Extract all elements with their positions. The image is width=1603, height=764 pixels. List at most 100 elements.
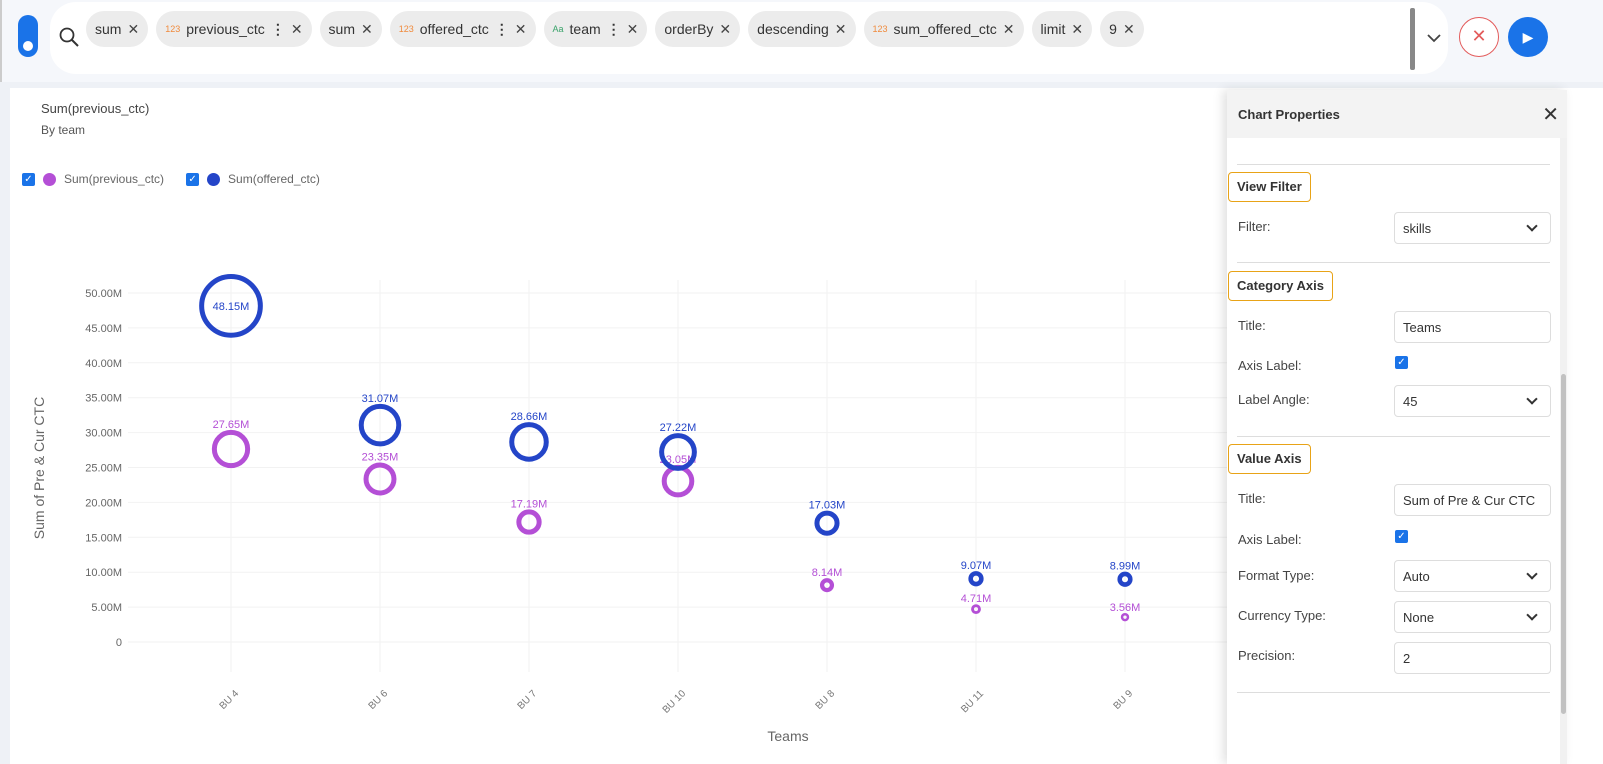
y-tick-label: 5.00M	[91, 602, 122, 614]
query-chip[interactable]: Aa team ⋮ ✕	[543, 11, 648, 47]
chevron-down-icon	[1526, 609, 1538, 621]
filter-label: Filter:	[1238, 219, 1271, 234]
value-title-input[interactable]: Sum of Pre & Cur CTC	[1394, 484, 1551, 516]
data-label: 8.99M	[1110, 561, 1141, 573]
query-chip[interactable]: limit ✕	[1031, 11, 1093, 47]
remove-chip-icon[interactable]: ✕	[361, 20, 373, 37]
data-label: 27.22M	[660, 422, 697, 434]
data-label: 48.15M	[213, 301, 250, 313]
type-icon: 123	[398, 24, 414, 34]
bubble[interactable]	[516, 509, 542, 535]
mode-toggle[interactable]	[18, 15, 38, 57]
data-label: 31.07M	[362, 393, 399, 405]
bubble[interactable]	[363, 462, 397, 496]
query-scrollbar[interactable]	[1410, 8, 1415, 70]
y-tick-label: 45.00M	[85, 323, 122, 335]
data-label: 27.65M	[213, 419, 250, 431]
currency-type-label: Currency Type:	[1238, 608, 1326, 623]
bubble[interactable]	[814, 510, 840, 536]
query-chip[interactable]: sum ✕	[319, 11, 382, 47]
x-axis-title: Teams	[767, 728, 808, 744]
chart-properties-panel: Chart Properties ✕ View Filter Filter: sk…	[1227, 90, 1567, 764]
query-input[interactable]: sum ✕ 123 previous_ctc ⋮ ✕ sum ✕ 123 offered_ctc ⋮…	[50, 2, 1448, 74]
chip-label: previous_ctc	[186, 21, 265, 37]
panel-scrollbar[interactable]	[1560, 138, 1567, 764]
legend-checkbox-offered[interactable]: ✓	[186, 172, 200, 186]
remove-chip-icon[interactable]: ✕	[834, 20, 847, 37]
data-label: 23.35M	[362, 452, 399, 464]
chart-subtitle: By team	[41, 123, 86, 137]
value-axis-label-checkbox[interactable]: ✓	[1395, 530, 1408, 543]
run-query-button[interactable]: ▶	[1508, 17, 1548, 57]
remove-chip-icon[interactable]: ✕	[514, 20, 527, 37]
y-tick-label: 15.00M	[85, 532, 122, 544]
filter-select[interactable]: skills	[1394, 212, 1551, 244]
panel-scrollbar-thumb[interactable]	[1561, 374, 1566, 714]
remove-chip-icon[interactable]: ✕	[127, 20, 140, 37]
x-tick-label: BU 10	[661, 688, 689, 716]
x-tick-label: BU 9	[1112, 688, 1136, 712]
chip-label: offered_ctc	[419, 21, 489, 37]
data-label: 3.56M	[1110, 602, 1141, 614]
format-type-select[interactable]: Auto	[1394, 560, 1551, 592]
data-label: 28.66M	[511, 411, 548, 423]
bubble[interactable]	[659, 433, 697, 471]
kebab-menu-icon[interactable]: ⋮	[606, 20, 621, 37]
query-chip[interactable]: 123 previous_ctc ⋮ ✕	[156, 11, 312, 47]
remove-chip-icon[interactable]: ✕	[719, 20, 732, 37]
remove-chip-icon[interactable]: ✕	[1002, 20, 1015, 37]
chip-label: sum	[328, 21, 355, 37]
remove-chip-icon[interactable]: ✕	[1071, 20, 1084, 37]
remove-chip-icon[interactable]: ✕	[290, 20, 303, 37]
bubble[interactable]	[199, 274, 263, 338]
label-angle-select[interactable]: 45	[1394, 385, 1551, 417]
x-tick-label: BU 4	[218, 688, 242, 712]
legend-checkbox-previous[interactable]: ✓	[22, 172, 35, 186]
type-icon: Aa	[552, 24, 564, 34]
y-tick-label: 20.00M	[85, 497, 122, 509]
query-chip[interactable]: 123 sum_offered_ctc ✕	[863, 11, 1024, 47]
bubble[interactable]	[971, 604, 981, 615]
close-icon[interactable]: ✕	[1542, 104, 1559, 126]
bubble[interactable]	[1120, 612, 1130, 622]
category-title-input[interactable]: Teams	[1394, 311, 1551, 343]
bubble[interactable]	[819, 578, 835, 593]
clear-query-button[interactable]: ✕	[1459, 17, 1499, 57]
bubble[interactable]	[509, 422, 549, 462]
bubble[interactable]	[211, 429, 251, 469]
legend-label-previous: Sum(previous_ctc)	[64, 172, 165, 186]
y-axis-title: Sum of Pre & Cur CTC	[31, 397, 47, 539]
currency-type-select[interactable]: None	[1394, 601, 1551, 633]
chip-label: descending	[757, 21, 829, 37]
query-chip[interactable]: orderBy ✕	[655, 11, 741, 47]
query-chip[interactable]: 123 offered_ctc ⋮ ✕	[389, 11, 536, 47]
bubble[interactable]	[968, 571, 984, 587]
data-label: 17.19M	[511, 498, 548, 510]
precision-input[interactable]: 2	[1394, 642, 1551, 674]
y-tick-label: 10.00M	[85, 567, 122, 579]
x-tick-label: BU 8	[814, 688, 838, 712]
label-angle-value: 45	[1403, 394, 1418, 409]
query-chips: sum ✕ 123 previous_ctc ⋮ ✕ sum ✕ 123 offered_ctc ⋮…	[86, 11, 1144, 47]
kebab-menu-icon[interactable]: ⋮	[494, 20, 509, 37]
remove-chip-icon[interactable]: ✕	[626, 20, 639, 37]
query-chip[interactable]: descending ✕	[748, 11, 856, 47]
category-title-label: Title:	[1238, 318, 1266, 333]
data-label: 17.03M	[809, 500, 846, 512]
data-label: 9.07M	[961, 560, 992, 572]
category-axis-label-checkbox[interactable]: ✓	[1395, 356, 1408, 369]
chevron-down-icon	[1526, 393, 1538, 405]
kebab-menu-icon[interactable]: ⋮	[270, 20, 285, 37]
x-tick-label: BU 6	[367, 688, 391, 712]
x-tick-label: BU 7	[516, 688, 540, 712]
chevron-down-icon[interactable]	[1424, 28, 1444, 48]
query-chip[interactable]: sum ✕	[86, 11, 149, 47]
bubble[interactable]	[358, 403, 402, 447]
value-axis-heading: Value Axis	[1228, 444, 1311, 474]
value-title-label: Title:	[1238, 491, 1266, 506]
chip-label: 9	[1109, 21, 1117, 37]
format-type-value: Auto	[1403, 569, 1430, 584]
bubble[interactable]	[1117, 571, 1133, 587]
query-chip[interactable]: 9 ✕	[1100, 11, 1144, 47]
remove-chip-icon[interactable]: ✕	[1122, 20, 1135, 37]
